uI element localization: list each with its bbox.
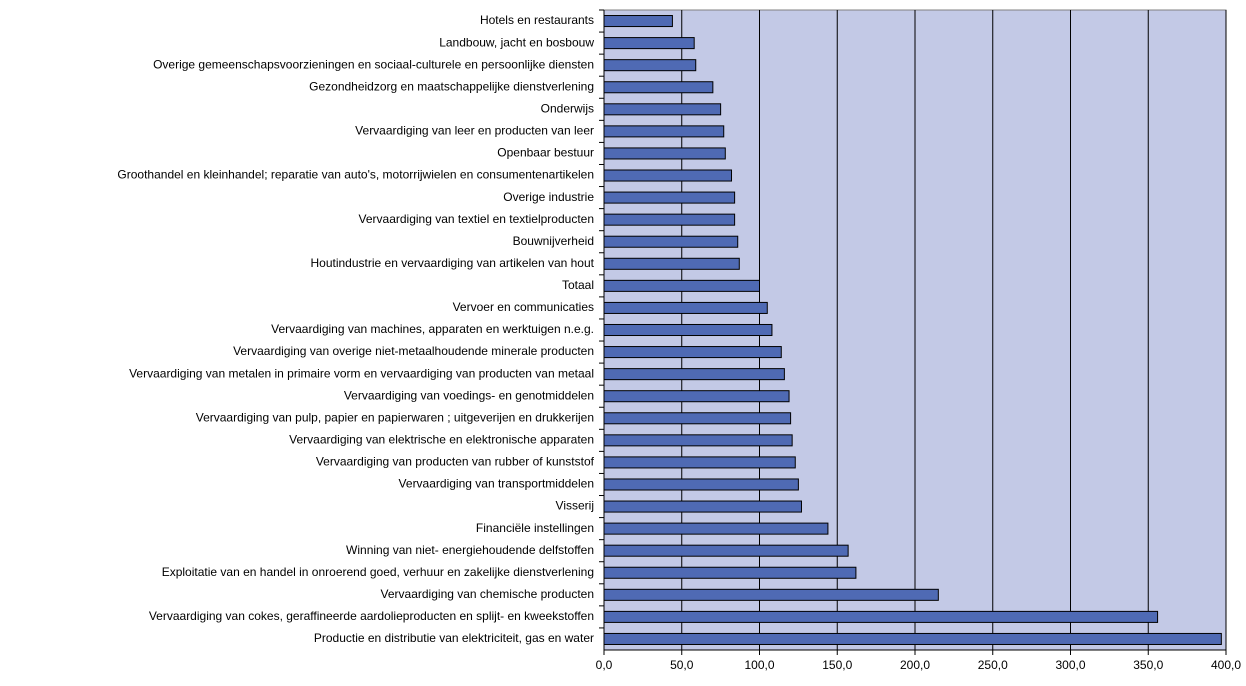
bar (603, 456, 796, 469)
y-tick-label: Vervaardiging van elektrische en elektro… (289, 433, 594, 447)
bar (603, 566, 857, 579)
bar (603, 632, 1222, 645)
bar (603, 346, 782, 359)
bar (603, 368, 785, 381)
y-tick-label: Vervaardiging van producten van rubber o… (316, 455, 595, 469)
bar (603, 191, 736, 204)
y-tick-label: Vervaardiging van overige niet-metaalhou… (233, 344, 594, 358)
y-tick-label: Winning van niet- energiehoudende delfst… (346, 543, 594, 557)
bar (603, 390, 790, 403)
bar (603, 235, 739, 248)
bar (603, 610, 1159, 623)
bar (603, 213, 736, 226)
y-tick-label: Overige industrie (503, 190, 594, 204)
y-tick-label: Groothandel en kleinhandel; reparatie va… (117, 168, 594, 182)
y-tick-label: Vervaardiging van machines, apparaten en… (271, 322, 594, 336)
x-tick-label: 0,0 (596, 658, 613, 672)
bar (603, 147, 726, 160)
y-tick-label: Onderwijs (541, 101, 594, 115)
bar (603, 434, 793, 447)
y-tick-label: Totaal (562, 278, 594, 292)
x-tick-label: 150,0 (822, 658, 852, 672)
x-tick-label: 350,0 (1133, 658, 1163, 672)
y-tick-label: Vervoer en communicaties (453, 300, 594, 314)
bar (603, 478, 799, 491)
x-tick-label: 400,0 (1211, 658, 1241, 672)
bar (603, 125, 725, 138)
bar (603, 412, 792, 425)
y-tick-label: Landbouw, jacht en bosbouw (439, 35, 594, 49)
bar (603, 103, 722, 116)
y-tick-label: Vervaardiging van leer en producten van … (355, 124, 594, 138)
bar (603, 522, 829, 535)
bar (603, 301, 768, 314)
bar (603, 544, 849, 557)
x-tick-label: 200,0 (900, 658, 930, 672)
y-tick-label: Gezondheidzorg en maatschappelijke diens… (309, 79, 594, 93)
y-tick-label: Vervaardiging van metalen in primaire vo… (129, 366, 594, 380)
y-tick-label: Overige gemeenschapsvoorzieningen en soc… (153, 57, 594, 71)
x-tick-label: 100,0 (744, 658, 774, 672)
bar (603, 588, 939, 601)
bar (603, 257, 740, 270)
y-tick-label: Vervaardiging van transportmiddelen (399, 477, 594, 491)
y-tick-label: Vervaardiging van textiel en textielprod… (359, 212, 594, 226)
bar (603, 500, 802, 513)
y-tick-label: Financiële instellingen (476, 521, 594, 535)
bar (603, 323, 773, 337)
y-tick-label: Vervaardiging van pulp, papier en papier… (196, 410, 594, 424)
x-tick-label: 300,0 (1055, 658, 1085, 672)
y-tick-label: Hotels en restaurants (480, 13, 594, 27)
bar (603, 81, 714, 94)
y-tick-label: Bouwnijverheid (513, 234, 594, 248)
bar (603, 37, 695, 50)
bar (603, 169, 733, 182)
y-tick-label: Openbaar bestuur (497, 146, 594, 160)
y-tick-label: Houtindustrie en vervaardiging van artik… (310, 256, 594, 270)
y-tick-label: Exploitatie van en handel in onroerend g… (162, 565, 594, 579)
y-tick-label: Visserij (556, 499, 594, 513)
y-tick-label: Vervaardiging van chemische producten (381, 587, 594, 601)
x-tick-label: 50,0 (670, 658, 694, 672)
bar (603, 15, 673, 28)
y-tick-label: Productie en distributie van elektricite… (314, 631, 594, 645)
y-tick-label: Vervaardiging van voedings- en genotmidd… (344, 388, 594, 402)
bar (603, 279, 760, 292)
y-tick-label: Vervaardiging van cokes, geraffineerde a… (149, 609, 594, 623)
x-tick-label: 250,0 (978, 658, 1008, 672)
bar (603, 59, 697, 72)
